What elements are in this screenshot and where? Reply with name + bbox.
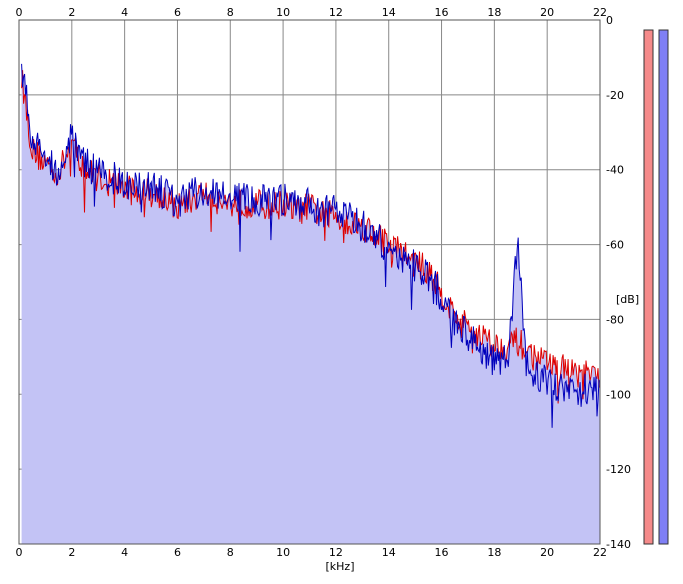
x-tick-top-5: 10 [276, 6, 290, 19]
y-tick-0: 0 [606, 14, 613, 27]
level-meter-right [658, 29, 669, 545]
y-tick-7: -140 [606, 538, 631, 551]
y-tick-4: -80 [606, 313, 624, 326]
x-axis-top-ticks: 0 2 4 6 8 10 12 14 16 18 20 22 [16, 6, 608, 19]
plot-frame [18, 19, 601, 545]
x-tick-top-2: 4 [121, 6, 128, 19]
y-axis-ticks: 0 -20 -40 -60 -80 -100 -120 -140 [606, 14, 631, 551]
x-tick-bottom-6: 12 [329, 546, 343, 559]
series-right-channel-line [21, 63, 601, 428]
x-tick-top-9: 18 [487, 6, 501, 19]
y-tick-2: -40 [606, 164, 624, 177]
x-tick-top-6: 12 [329, 6, 343, 19]
x-tick-top-10: 20 [540, 6, 554, 19]
x-tick-bottom-1: 2 [68, 546, 75, 559]
y-tick-5: -100 [606, 388, 631, 401]
spectrum-fill [21, 63, 601, 545]
y-tick-3: -60 [606, 239, 624, 252]
x-tick-bottom-5: 10 [276, 546, 290, 559]
x-tick-bottom-10: 20 [540, 546, 554, 559]
y-tick-1: -20 [606, 89, 624, 102]
x-axis-label: [kHz] [326, 560, 355, 573]
x-tick-bottom-3: 6 [174, 546, 181, 559]
x-tick-bottom-11: 22 [593, 546, 607, 559]
x-axis-bottom-ticks: 0 2 4 6 8 10 12 14 16 18 20 22 [16, 546, 608, 559]
x-tick-top-1: 2 [68, 6, 75, 19]
x-tick-bottom-0: 0 [16, 546, 23, 559]
x-tick-top-4: 8 [227, 6, 234, 19]
x-tick-bottom-9: 18 [487, 546, 501, 559]
x-tick-top-8: 16 [435, 6, 449, 19]
level-meter-left [643, 29, 654, 545]
x-tick-bottom-7: 14 [382, 546, 396, 559]
y-axis-label: [dB] [616, 293, 639, 306]
x-tick-top-3: 6 [174, 6, 181, 19]
x-tick-top-0: 0 [16, 6, 23, 19]
x-tick-bottom-4: 8 [227, 546, 234, 559]
y-tick-6: -120 [606, 463, 631, 476]
x-tick-bottom-2: 4 [121, 546, 128, 559]
x-tick-bottom-8: 16 [435, 546, 449, 559]
x-tick-top-7: 14 [382, 6, 396, 19]
x-tick-top-11: 22 [593, 6, 607, 19]
